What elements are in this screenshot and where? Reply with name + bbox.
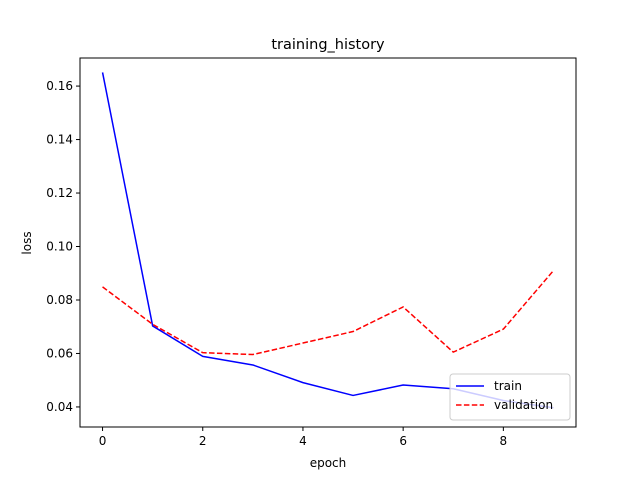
series-line-validation — [102, 270, 555, 356]
y-tick-label: 0.06 — [46, 346, 73, 360]
x-axis-ticks: 0 2 4 6 8 — [99, 427, 507, 448]
x-tick-label: 6 — [399, 434, 407, 448]
plot-area — [79, 57, 577, 428]
plot-background — [80, 58, 576, 427]
chart-title: training_history — [271, 37, 385, 53]
legend: train validation — [449, 373, 571, 421]
y-axis-ticks: 0.04 0.06 0.08 0.10 0.12 0.14 0.16 — [46, 79, 80, 414]
plot-frame — [79, 57, 577, 428]
y-tick-label: 0.04 — [46, 400, 73, 414]
legend-label-validation: validation — [494, 398, 553, 412]
y-tick-label: 0.10 — [46, 240, 73, 254]
x-axis-label: epoch — [310, 456, 347, 470]
x-tick-label: 2 — [199, 434, 207, 448]
x-tick-label: 8 — [500, 434, 508, 448]
y-axis-label: loss — [20, 231, 34, 254]
x-tick-label: 0 — [99, 434, 107, 448]
legend-label-train: train — [494, 379, 522, 393]
y-tick-label: 0.16 — [46, 79, 73, 93]
x-tick-label: 4 — [299, 434, 307, 448]
y-tick-label: 0.14 — [46, 133, 73, 147]
y-tick-label: 0.12 — [46, 186, 73, 200]
y-tick-label: 0.08 — [46, 293, 73, 307]
